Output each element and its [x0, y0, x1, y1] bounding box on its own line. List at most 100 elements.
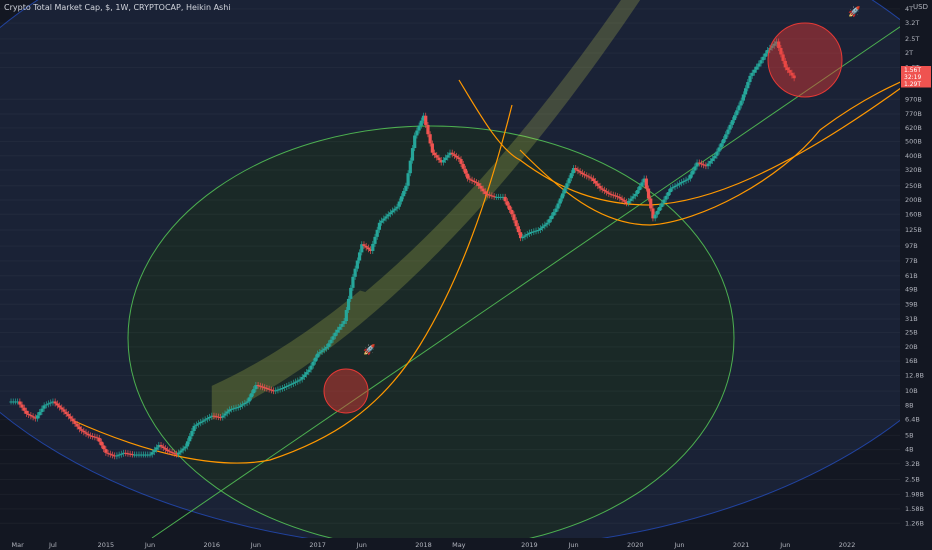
candle-body: [338, 326, 342, 330]
candle-body: [296, 380, 300, 382]
candle-body: [51, 401, 55, 403]
candle-body: [119, 453, 123, 455]
candle-body: [13, 401, 18, 403]
candle-body: [576, 169, 580, 172]
x-tick-label: Jun: [144, 541, 155, 549]
candle-body: [450, 152, 454, 155]
candle-body: [333, 332, 337, 337]
candle-body: [430, 143, 434, 153]
candle-body: [150, 452, 154, 455]
candle-body: [662, 199, 666, 204]
y-tick-label: 61B: [905, 272, 918, 280]
candle-body: [525, 233, 529, 236]
candle-body: [298, 379, 302, 381]
candle-body: [130, 454, 134, 456]
price-badge: [901, 73, 931, 81]
candle-body: [699, 163, 704, 165]
candle-body: [393, 208, 397, 211]
candle-body: [260, 386, 265, 388]
channel-fill: [211, 0, 641, 420]
candle-body: [432, 152, 437, 156]
x-tick-label: Jun: [779, 541, 790, 549]
candle-body: [682, 180, 686, 183]
y-tick-label: 4B: [905, 446, 914, 454]
symbol-title: Crypto Total Market Cap, $, 1W, CRYPTOCA…: [4, 3, 231, 12]
candle-body: [602, 189, 607, 192]
candle-body: [265, 388, 269, 390]
candle-body: [102, 445, 106, 450]
candle-body: [35, 415, 40, 419]
candle-body: [157, 444, 161, 448]
candle-body: [671, 187, 675, 189]
candle-body: [735, 110, 739, 116]
candle-body: [190, 431, 194, 437]
candle-body: [488, 194, 492, 196]
y-tick-label: 500B: [905, 138, 922, 146]
candle-body: [585, 175, 589, 177]
candle-body: [366, 247, 370, 250]
candle-body: [697, 162, 701, 164]
candle-body: [146, 454, 150, 456]
candle-body: [236, 406, 240, 408]
candle-body: [9, 401, 13, 403]
y-tick-label: 1.98B: [905, 490, 924, 498]
candle-body: [364, 245, 368, 248]
candle-body: [371, 243, 375, 251]
candle-body: [618, 196, 622, 199]
y-tick-label: 16B: [905, 357, 918, 365]
candle-body: [684, 179, 688, 181]
rocket-icon: 🚀: [848, 5, 861, 18]
y-tick-label: 250B: [905, 182, 922, 190]
y-tick-label: 6.4B: [905, 416, 920, 424]
candle-body: [774, 41, 779, 44]
x-tick-label: 2020: [627, 541, 644, 549]
candle-body: [399, 196, 404, 202]
candle-body: [327, 343, 331, 347]
candle-body: [503, 196, 507, 202]
candle-body: [620, 198, 624, 201]
x-tick-label: 2018: [415, 541, 432, 549]
candle-body: [501, 196, 505, 198]
candle-body: [578, 171, 582, 173]
candle-body: [673, 185, 677, 188]
candle-body: [214, 416, 218, 418]
candle-body: [99, 441, 104, 446]
candle-body: [545, 222, 549, 225]
x-tick-label: Jun: [567, 541, 578, 549]
candle-body: [666, 192, 670, 196]
candle-body: [426, 124, 430, 135]
candle-body: [719, 143, 723, 148]
candle-body: [18, 401, 22, 405]
candle-body: [313, 357, 318, 362]
candle-body: [783, 60, 787, 68]
candle-body: [132, 454, 137, 456]
x-tick-label: Jun: [356, 541, 367, 549]
candle-body: [316, 353, 320, 358]
x-tick-label: Jun: [250, 541, 261, 549]
candle-body: [121, 452, 126, 454]
candle-body: [196, 423, 201, 425]
price-badge-label: 1.56T: [904, 67, 921, 74]
candle-body: [73, 421, 77, 424]
y-tick-label: 125B: [905, 226, 922, 234]
y-tick-label: 620B: [905, 124, 922, 132]
candle-body: [770, 45, 774, 48]
candle-body: [342, 321, 346, 324]
candle-body: [675, 184, 679, 186]
candle-body: [269, 389, 273, 391]
candle-body: [254, 385, 258, 390]
y-tick-label: 3.2T: [905, 19, 919, 27]
candle-body: [404, 185, 408, 192]
candle-body: [172, 452, 176, 454]
candle-body: [627, 200, 631, 204]
candle-body: [252, 389, 256, 394]
green-trendline: [151, 4, 932, 539]
y-tick-label: 770B: [905, 110, 922, 118]
candle-body: [221, 415, 225, 418]
candle-body: [523, 235, 527, 237]
candle-body: [80, 429, 84, 431]
candle-body: [179, 450, 183, 453]
drawings-layer: [71, 0, 932, 539]
